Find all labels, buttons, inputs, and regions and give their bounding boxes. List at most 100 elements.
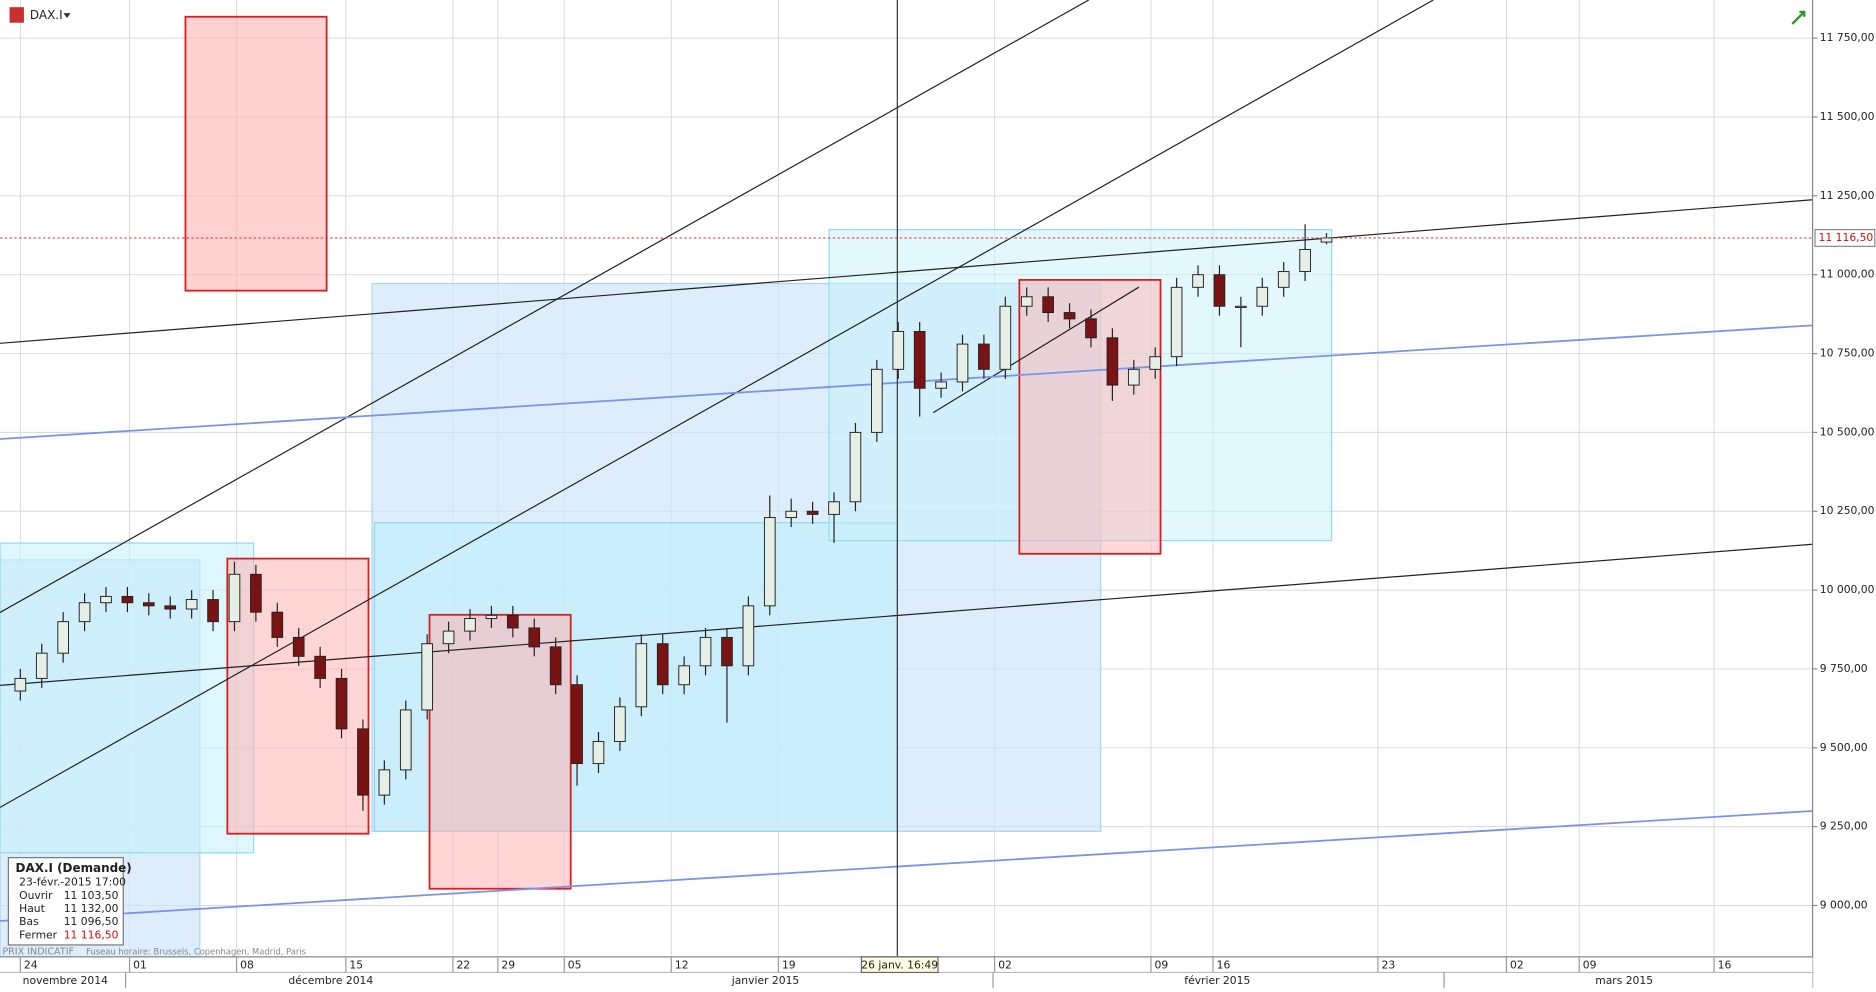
candle-body	[35, 652, 48, 679]
y-tick-label: 9 250,00	[1820, 820, 1868, 833]
zone	[184, 15, 328, 292]
candle-body	[421, 643, 434, 711]
candle-body	[828, 501, 840, 515]
info-value: 11 132,00	[64, 902, 119, 915]
y-tick-label: 11 000,00	[1820, 268, 1875, 281]
candle-body	[507, 614, 519, 629]
month-label: février 2015	[1184, 974, 1250, 987]
last-price-box	[1814, 228, 1876, 247]
trend-line	[0, 324, 1813, 440]
candle-body	[14, 677, 27, 692]
candle-body	[528, 627, 541, 648]
candles	[0, 224, 1813, 811]
y-tick-label: 11 500,00	[1820, 110, 1875, 123]
candle-body	[635, 643, 648, 708]
candle-body	[785, 510, 798, 519]
candle-body	[378, 769, 391, 796]
candle-body	[1170, 286, 1183, 358]
candle-body	[678, 665, 690, 686]
candle-body	[1106, 337, 1119, 386]
candle-body	[1320, 237, 1333, 243]
candle-body	[207, 599, 219, 623]
info-rows: Ouvrir 11 103,50 Haut 11 132,00 Bas 11 096,50…	[19, 889, 118, 941]
candle-body	[614, 706, 626, 742]
y-tick-label: 11 250,00	[1820, 189, 1875, 202]
x-tick-label: 12	[675, 958, 689, 971]
info-label: Fermer	[19, 928, 58, 941]
symbol[interactable]: DAX.I	[30, 8, 63, 22]
candle-body	[978, 343, 990, 370]
info-label: Ouvrir	[19, 889, 53, 902]
month-label: mars 2015	[1595, 974, 1653, 987]
candle-body	[1192, 274, 1204, 288]
x-tick-label: 02	[1510, 958, 1524, 971]
candle-body	[185, 599, 198, 610]
crosshair-label: 26 janv. 16:49	[861, 958, 938, 971]
candle-body	[399, 709, 412, 771]
y-axis-panel	[1812, 0, 1876, 988]
x-tick-label: 09	[1583, 958, 1597, 971]
candle-body	[892, 330, 905, 370]
x-tick-label: 22	[456, 958, 470, 971]
info-label: Bas	[19, 915, 39, 928]
info-label: Haut	[19, 902, 45, 915]
candle-body	[592, 741, 605, 765]
candle-body	[699, 636, 712, 667]
candle-body	[571, 684, 583, 765]
candle-body	[57, 621, 69, 654]
symbol-icon[interactable]	[9, 7, 24, 23]
trend-line	[0, 0, 1434, 808]
y-tick-label: 11 750,00	[1820, 31, 1875, 44]
trend-line	[0, 199, 1813, 344]
last-price-label: 11 116,50	[1819, 231, 1874, 244]
candle-body	[849, 431, 862, 503]
month-label: novembre 2014	[23, 974, 108, 987]
y-tick-label: 9 750,00	[1820, 662, 1868, 675]
month-label: janvier 2015	[731, 974, 800, 987]
candle-body	[999, 305, 1012, 370]
candle-body	[871, 368, 883, 433]
x-tick-label: 16	[1217, 958, 1231, 971]
candle-body	[164, 605, 177, 610]
info-date: 23-févr.-2015 17:00	[19, 876, 126, 889]
x-tick-label: 23	[1381, 958, 1395, 971]
candle-body	[1213, 274, 1226, 307]
candle-body	[1256, 286, 1269, 307]
y-tick-label: 9 000,00	[1820, 898, 1868, 911]
y-tick-label: 9 500,00	[1820, 741, 1868, 754]
candle-body	[1020, 296, 1033, 307]
y-tick-label: 10 000,00	[1820, 583, 1875, 596]
trend-line	[0, 543, 1813, 686]
trend-line	[0, 0, 1090, 613]
candle-body	[442, 630, 455, 645]
x-tick-label: 19	[782, 958, 796, 971]
x-tick-label: 08	[240, 958, 254, 971]
indicative: PRIX INDICATIF	[2, 947, 74, 958]
candle-body	[763, 517, 776, 607]
timezone: Fuseau horaire: Brussels, Copenhagen, Ma…	[86, 947, 306, 957]
candle-body	[1085, 318, 1097, 339]
candle-body	[314, 655, 326, 679]
candle-body	[656, 643, 669, 686]
info-value: 11 096,50	[64, 915, 119, 928]
y-tick-label: 10 500,00	[1820, 425, 1875, 438]
candle-body	[742, 605, 755, 667]
info-value: 11 103,50	[64, 889, 119, 902]
trend-line	[932, 286, 1140, 414]
x-tick-label: 16	[1718, 958, 1732, 971]
y-tick-label: 10 250,00	[1820, 504, 1875, 517]
candle-body	[464, 618, 476, 632]
candle-body	[228, 573, 241, 623]
dropdown-arrow[interactable]	[63, 13, 71, 18]
drawings	[0, 0, 1813, 958]
candle-body	[78, 602, 91, 623]
x-tick-label: 05	[568, 958, 582, 971]
candle-body	[1063, 312, 1076, 320]
info-title: DAX.I (Demande)	[16, 861, 132, 875]
candle-body	[1277, 271, 1290, 288]
candle-body	[956, 343, 969, 383]
candle-body	[250, 573, 262, 613]
candle-body	[1235, 305, 1247, 308]
candle-body	[1149, 356, 1162, 370]
x-tick-label: 01	[133, 958, 147, 971]
